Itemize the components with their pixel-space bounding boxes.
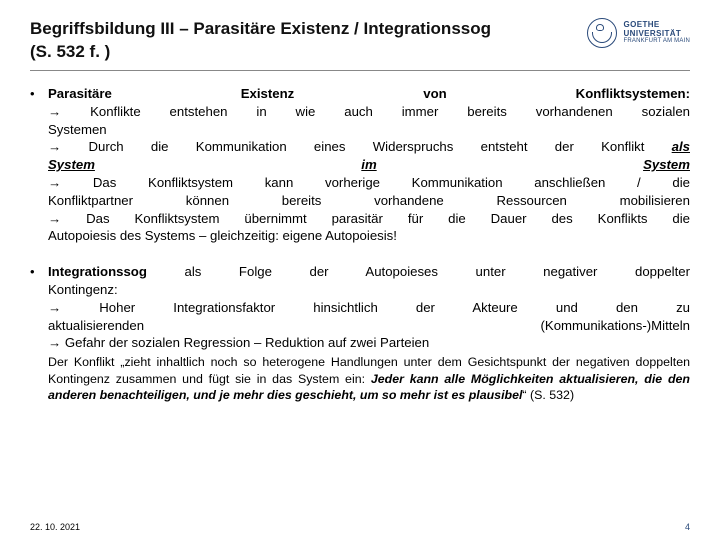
header: Begriffsbildung III – Parasitäre Existen… <box>30 18 690 71</box>
b2-l1-w1: Integrationssog <box>48 264 147 279</box>
b2-l1-rest: als Folge der Autopoieses unter negative… <box>185 264 691 279</box>
b1-l5-u1: System <box>48 157 95 172</box>
b2-line4: aktualisierenden (Kommunikations-)Mittel… <box>48 317 690 335</box>
b1-line5: System im System <box>48 156 690 174</box>
b2-line2: Kontingenz: <box>48 281 690 299</box>
b1-l1-w4: Konfliktsystemen: <box>576 86 690 101</box>
b1-l7-w2: können <box>186 193 229 208</box>
b2-l4-w2: (Kommunikations-)Mitteln <box>541 318 691 333</box>
logo-line-2: UNIVERSITÄT <box>623 30 690 38</box>
quote-block: Der Konflikt „zieht inhaltlich noch so h… <box>48 354 690 403</box>
b1-l7-w3: bereits <box>282 193 322 208</box>
content: • Parasitäre Existenz von Konfliktsystem… <box>30 85 690 404</box>
b1-l7-w6: mobilisieren <box>620 193 690 208</box>
page-number: 4 <box>685 522 690 532</box>
footer-date: 22. 10. 2021 <box>30 522 80 532</box>
b1-l1-w2: Existenz <box>241 86 295 101</box>
b2-line3: → Hoher Integrationsfaktor hinsichtlich … <box>48 299 690 317</box>
b1-line7: Konfliktpartner können bereits vorhanden… <box>48 192 690 210</box>
b1-line9: Autopoiesis des Systems – gleichzeitig: … <box>48 227 690 245</box>
b2-l4-w1: aktualisierenden <box>48 318 144 333</box>
b1-line8: → Das Konfliktsystem übernimmt parasitär… <box>48 210 690 228</box>
b1-line4: → Durch die Kommunikation eines Widerspr… <box>48 138 690 156</box>
b1-l5-mid: im <box>361 157 376 172</box>
b1-line3: Systemen <box>48 121 690 139</box>
bullet-mark-icon: • <box>30 85 48 245</box>
bullet-1-body: Parasitäre Existenz von Konfliktsystemen… <box>48 85 690 245</box>
b1-l5-u2: System <box>643 157 690 172</box>
b2-line5: → Gefahr der sozialen Regression – Reduk… <box>48 334 690 352</box>
slide: Begriffsbildung III – Parasitäre Existen… <box>0 0 720 540</box>
title-line-1: Begriffsbildung III – Parasitäre Existen… <box>30 19 491 38</box>
logo-line-3: FRANKFURT AM MAIN <box>623 38 690 44</box>
quote-post: “ (S. 532) <box>522 388 574 402</box>
goethe-head-icon <box>587 18 617 48</box>
title-line-2: (S. 532 f. ) <box>30 42 110 61</box>
b1-l7-w5: Ressourcen <box>497 193 567 208</box>
b1-l1-w1: Parasitäre <box>48 86 112 101</box>
b1-l7-w4: vorhandene <box>374 193 444 208</box>
b1-l4-u: als <box>672 139 690 154</box>
b1-line6: → Das Konfliktsystem kann vorherige Komm… <box>48 174 690 192</box>
b1-l1-w3: von <box>423 86 446 101</box>
b1-l7-w1: Konfliktpartner <box>48 193 133 208</box>
university-logo: GOETHE UNIVERSITÄT FRANKFURT AM MAIN <box>579 18 690 48</box>
slide-title: Begriffsbildung III – Parasitäre Existen… <box>30 18 579 64</box>
bullet-2-body: Integrationssog als Folge der Autopoiese… <box>48 263 690 403</box>
bullet-1: • Parasitäre Existenz von Konfliktsystem… <box>30 85 690 245</box>
b1-l4-pre: → Durch die Kommunikation eines Widerspr… <box>48 139 672 154</box>
logo-text: GOETHE UNIVERSITÄT FRANKFURT AM MAIN <box>623 21 690 44</box>
b1-line1: Parasitäre Existenz von Konfliktsystemen… <box>48 85 690 103</box>
footer: 22. 10. 2021 4 <box>30 522 690 532</box>
b2-line1: Integrationssog als Folge der Autopoiese… <box>48 263 690 281</box>
b1-line2: → Konflikte entstehen in wie auch immer … <box>48 103 690 121</box>
bullet-mark-icon: • <box>30 263 48 403</box>
bullet-2: • Integrationssog als Folge der Autopoie… <box>30 263 690 403</box>
